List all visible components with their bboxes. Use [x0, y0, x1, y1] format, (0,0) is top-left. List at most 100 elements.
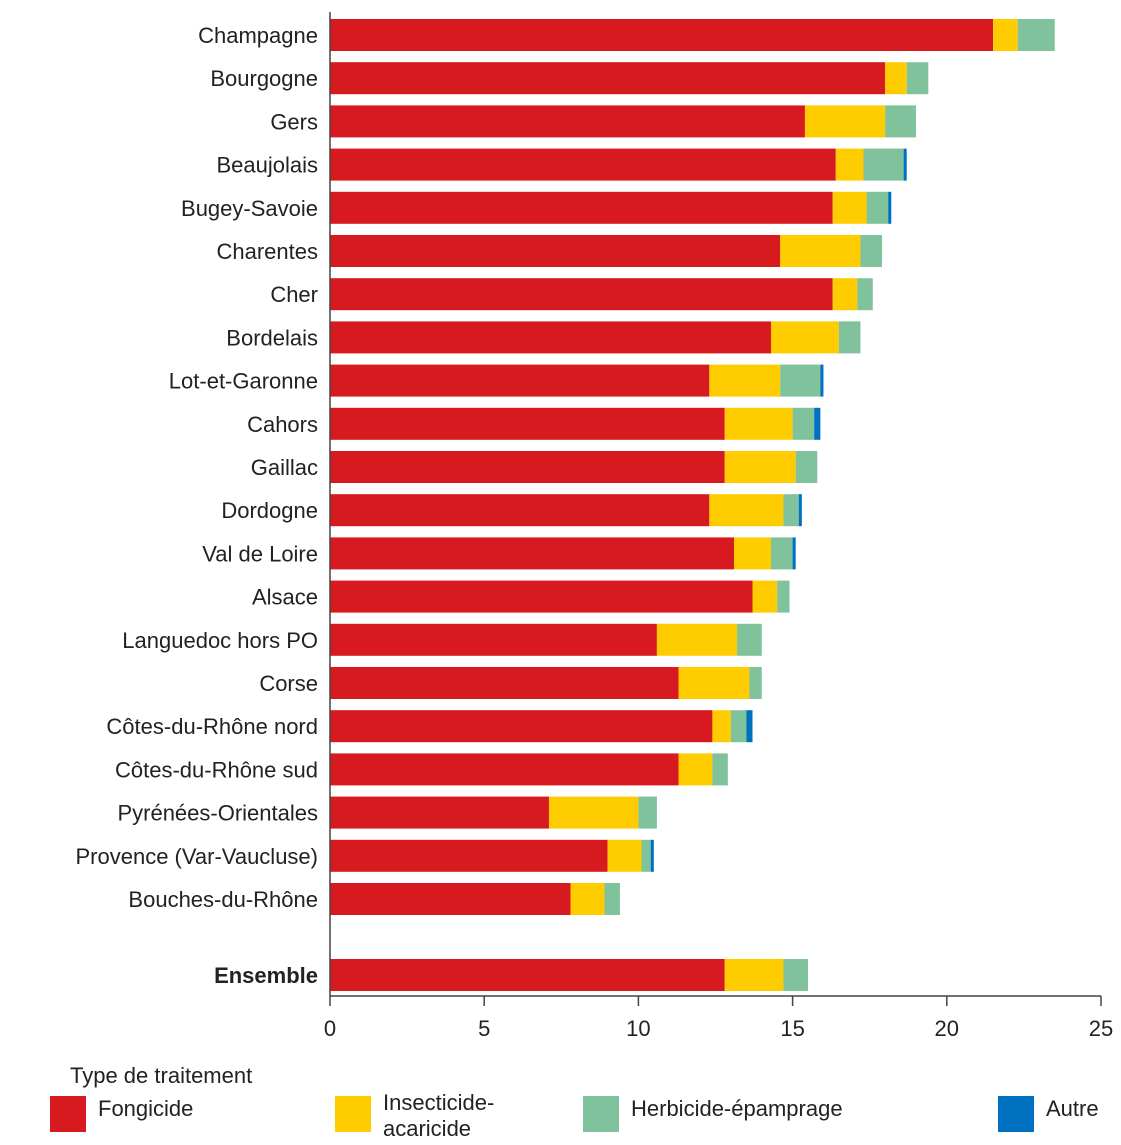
bar-provence-var-vaucluse-insecticide-acaricide: [607, 839, 642, 872]
legend-label-herbicide-epamprage: Herbicide-épamprage: [631, 1096, 843, 1121]
bar-val-de-loire-autre: [792, 537, 796, 570]
bar-dordogne-autre: [798, 494, 802, 527]
bar-val-de-loire-insecticide-acaricide: [734, 537, 772, 570]
legend-label-fongicide: Fongicide: [98, 1096, 194, 1121]
bar-alsace-herbicide-epamprage: [777, 580, 790, 613]
bar-val-de-loire-fongicide: [330, 537, 735, 570]
bar-lot-et-garonne-fongicide: [330, 364, 710, 397]
legend-item-autre: Autre: [998, 1096, 1099, 1132]
bar-languedoc-hors-po-fongicide: [330, 623, 657, 656]
bar-cahors-autre: [814, 407, 821, 440]
x-tick-label-25: 25: [1089, 1016, 1113, 1041]
bar-bugey-savoie-fongicide: [330, 191, 833, 224]
bar-champagne-fongicide: [330, 19, 994, 51]
legend-label-autre: Autre: [1046, 1096, 1099, 1121]
bar-gaillac-fongicide: [330, 451, 725, 483]
bar-cahors-herbicide-epamprage: [792, 407, 815, 440]
category-label-cahors: Cahors: [247, 412, 318, 437]
category-label-lot-et-garonne: Lot-et-Garonne: [169, 369, 318, 394]
bar-cotes-du-rhone-nord-herbicide-epamprage: [730, 710, 747, 743]
category-label-val-de-loire: Val de Loire: [202, 541, 318, 566]
bar-bourgogne-herbicide-epamprage: [906, 62, 929, 95]
bar-champagne-herbicide-epamprage: [1017, 19, 1055, 51]
bar-cotes-du-rhone-nord-autre: [746, 710, 753, 743]
bar-gaillac-insecticide-acaricide: [724, 451, 796, 483]
category-label-charentes: Charentes: [216, 239, 318, 264]
x-tick-label-5: 5: [478, 1016, 490, 1041]
bar-bugey-savoie-insecticide-acaricide: [832, 191, 867, 224]
bar-provence-var-vaucluse-herbicide-epamprage: [641, 839, 651, 872]
bar-val-de-loire-herbicide-epamprage: [771, 537, 793, 570]
x-tick-label-10: 10: [626, 1016, 650, 1041]
legend-item-fongicide: Fongicide: [50, 1096, 193, 1132]
bar-gers-fongicide: [330, 105, 805, 138]
bar-ensemble-herbicide-epamprage: [783, 959, 809, 991]
bar-pyrenees-orientales-fongicide: [330, 796, 549, 829]
bar-provence-var-vaucluse-autre: [650, 839, 654, 872]
bar-cotes-du-rhone-nord-insecticide-acaricide: [712, 710, 731, 743]
bar-charentes-herbicide-epamprage: [860, 235, 883, 267]
bar-bordelais-insecticide-acaricide: [771, 321, 839, 354]
bar-cher-insecticide-acaricide: [832, 278, 858, 311]
bar-beaujolais-fongicide: [330, 148, 836, 181]
category-label-ensemble: Ensemble: [214, 963, 318, 988]
bar-corse-fongicide: [330, 667, 679, 699]
category-label-bordelais: Bordelais: [226, 325, 318, 350]
x-tick-label-15: 15: [780, 1016, 804, 1041]
bar-gaillac-herbicide-epamprage: [795, 451, 818, 483]
legend-swatch-insecticide-acaricide: [335, 1096, 371, 1132]
category-label-corse: Corse: [259, 671, 318, 696]
category-label-cotes-du-rhone-nord: Côtes-du-Rhône nord: [106, 714, 318, 739]
category-label-gaillac: Gaillac: [251, 455, 318, 480]
bar-cher-herbicide-epamprage: [857, 278, 873, 311]
category-label-bourgogne: Bourgogne: [210, 66, 318, 91]
bar-bouches-du-rhone-fongicide: [330, 883, 571, 915]
stacked-bar-chart: Champagne Bourgogne Gers Beaujolais Bugey-Sa…: [75, 12, 1113, 1041]
legend-swatch-autre: [998, 1096, 1034, 1132]
category-label-gers: Gers: [270, 109, 318, 134]
bar-gers-insecticide-acaricide: [804, 105, 886, 138]
bar-cotes-du-rhone-sud-fongicide: [330, 753, 679, 786]
legend-item-herbicide-epamprage: Herbicide-épamprage: [583, 1096, 843, 1132]
bar-pyrenees-orientales-herbicide-epamprage: [638, 796, 657, 829]
bar-ensemble-insecticide-acaricide: [724, 959, 784, 991]
legend-swatch-fongicide: [50, 1096, 86, 1132]
bar-corse-insecticide-acaricide: [678, 667, 750, 699]
bar-lot-et-garonne-insecticide-acaricide: [709, 364, 781, 397]
category-label-dordogne: Dordogne: [221, 498, 318, 523]
bar-provence-var-vaucluse-fongicide: [330, 839, 608, 872]
bar-bordelais-fongicide: [330, 321, 772, 354]
bar-beaujolais-insecticide-acaricide: [835, 148, 864, 181]
legend-label-insecticide-acaricide: Insecticide-acaricide: [383, 1090, 495, 1141]
bar-gers-herbicide-epamprage: [885, 105, 916, 138]
bar-bordelais-herbicide-epamprage: [838, 321, 861, 354]
bar-bugey-savoie-autre: [888, 191, 892, 224]
category-label-beaujolais: Beaujolais: [216, 153, 318, 178]
bar-bouches-du-rhone-herbicide-epamprage: [604, 883, 620, 915]
bar-beaujolais-herbicide-epamprage: [863, 148, 904, 181]
bar-lot-et-garonne-autre: [820, 364, 824, 397]
bar-dordogne-herbicide-epamprage: [783, 494, 799, 527]
category-label-cotes-du-rhone-sud: Côtes-du-Rhône sud: [115, 757, 318, 782]
legend-swatch-herbicide-epamprage: [583, 1096, 619, 1132]
bar-champagne-insecticide-acaricide: [993, 19, 1018, 51]
bar-cotes-du-rhone-sud-herbicide-epamprage: [712, 753, 728, 786]
bar-cher-fongicide: [330, 278, 833, 311]
bar-cotes-du-rhone-nord-fongicide: [330, 710, 713, 743]
bar-ensemble-fongicide: [330, 959, 725, 991]
bar-alsace-insecticide-acaricide: [752, 580, 778, 613]
bar-bourgogne-fongicide: [330, 62, 886, 95]
bar-languedoc-hors-po-herbicide-epamprage: [737, 623, 762, 656]
legend: Type de traitement Fongicide Insecticide…: [0, 1058, 1121, 1145]
bar-pyrenees-orientales-insecticide-acaricide: [548, 796, 639, 829]
bar-charentes-insecticide-acaricide: [780, 235, 861, 267]
category-label-provence-var-vaucluse: Provence (Var-Vaucluse): [75, 844, 318, 869]
category-label-pyrenees-orientales: Pyrénées-Orientales: [117, 801, 318, 826]
bar-corse-herbicide-epamprage: [749, 667, 762, 699]
bar-dordogne-insecticide-acaricide: [709, 494, 784, 527]
bar-bourgogne-insecticide-acaricide: [885, 62, 907, 95]
bar-cotes-du-rhone-sud-insecticide-acaricide: [678, 753, 713, 786]
bar-beaujolais-autre: [903, 148, 907, 181]
x-tick-label-20: 20: [935, 1016, 959, 1041]
bar-dordogne-fongicide: [330, 494, 710, 527]
